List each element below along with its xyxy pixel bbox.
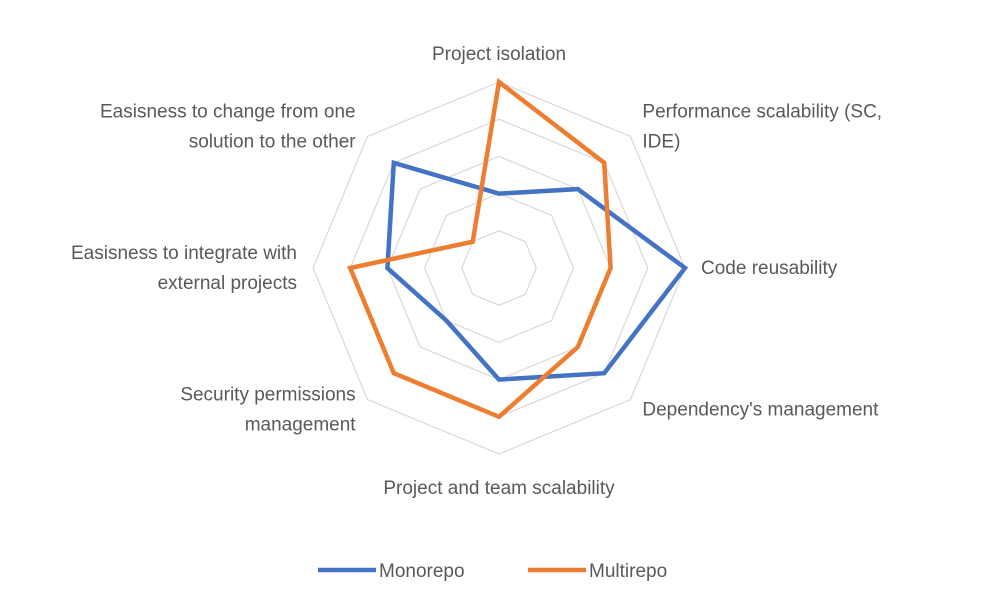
axis-label-8-line-1: Easisness to change from one: [100, 102, 356, 123]
axis-label-2-line-1: Performance scalability (SC,: [642, 102, 882, 123]
axis-label-7-line-1: Easisness to integrate with: [71, 243, 297, 264]
legend-multirepo-label: Multirepo: [589, 561, 667, 582]
grid-ring-5: [313, 82, 685, 454]
axis-label-5-line-1: Project and team scalability: [383, 478, 615, 499]
axis-label-6-line-1: Security permissions: [180, 384, 355, 405]
axis-label-3-line-1: Code reusability: [701, 258, 838, 279]
radar-grid: [313, 82, 685, 454]
legend-monorepo-label: Monorepo: [379, 561, 465, 582]
axis-labels: Project isolation Performance scalability…: [71, 44, 882, 499]
legend: Monorepo Multirepo: [318, 561, 667, 582]
series-monorepo-line: [387, 163, 685, 380]
series-lines: [350, 82, 685, 417]
axis-label-2-line-2: IDE): [642, 132, 680, 153]
axis-label-6-line-2: management: [245, 414, 357, 435]
axis-label-1-line-1: Project isolation: [432, 44, 566, 65]
axis-label-7-line-2: external projects: [158, 273, 297, 294]
axis-label-8-line-2: solution to the other: [189, 132, 357, 153]
axis-label-4-line-1: Dependency's management: [642, 399, 879, 420]
